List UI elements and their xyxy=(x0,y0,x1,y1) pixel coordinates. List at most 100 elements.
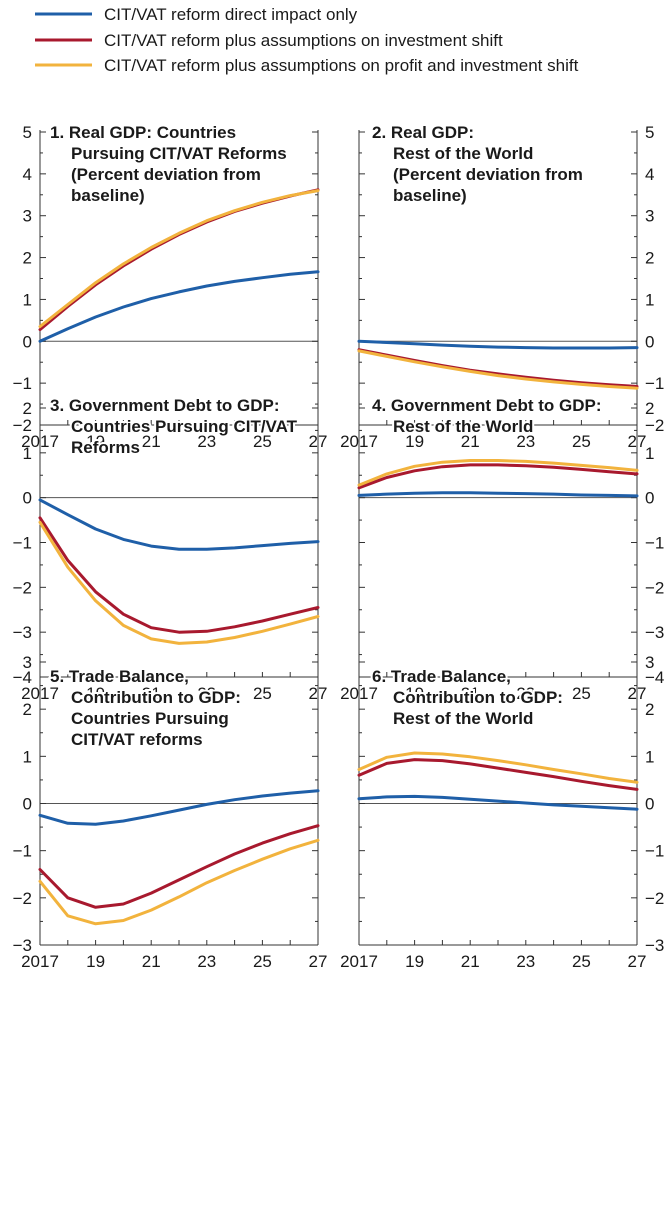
y-tick-label: 3 xyxy=(23,207,32,226)
series-line-investment xyxy=(38,188,320,332)
y-tick-label: 2 xyxy=(645,249,654,268)
panel-title-line: baseline) xyxy=(393,186,467,205)
panel-title-line: 2. Real GDP: xyxy=(372,123,474,142)
y-tick-label: 0 xyxy=(645,489,654,508)
x-tick-label: 25 xyxy=(572,684,591,703)
x-tick-label: 21 xyxy=(142,952,161,971)
x-tick-label: 25 xyxy=(253,684,272,703)
y-tick-label: 1 xyxy=(23,444,32,463)
series-line-direct xyxy=(38,498,320,551)
y-tick-label: 2 xyxy=(23,249,32,268)
x-tick-label: 21 xyxy=(142,432,161,451)
legend: CIT/VAT reform direct impact only CIT/VA… xyxy=(35,5,579,75)
x-tick-label: 25 xyxy=(253,952,272,971)
y-tick-label: 2 xyxy=(645,700,654,719)
x-tick-label: 23 xyxy=(197,684,216,703)
legend-label-direct: CIT/VAT reform direct impact only xyxy=(104,5,358,24)
y-tick-label: 1 xyxy=(645,747,654,766)
panel-title-line: Rest of the World xyxy=(393,417,533,436)
y-tick-label: −4 xyxy=(13,668,32,687)
y-tick-label: −1 xyxy=(13,842,32,861)
series-line-direct xyxy=(357,491,639,498)
series-line-profit xyxy=(38,838,320,926)
x-tick-label: 27 xyxy=(628,952,647,971)
panel-title-line: (Percent deviation from xyxy=(393,165,583,184)
x-tick-label: 19 xyxy=(86,952,105,971)
x-tick-label: 23 xyxy=(197,432,216,451)
series-line-direct xyxy=(38,270,320,343)
x-tick-label: 25 xyxy=(572,952,591,971)
x-tick-label: 23 xyxy=(516,432,535,451)
x-tick-label: 23 xyxy=(516,684,535,703)
x-tick-label: 21 xyxy=(461,952,480,971)
series-line-direct xyxy=(38,789,320,826)
y-tick-label: 0 xyxy=(645,332,654,351)
series-line-investment xyxy=(357,463,639,490)
series-line-direct xyxy=(357,794,639,811)
y-tick-label: 3 xyxy=(23,653,32,672)
y-tick-label: −2 xyxy=(13,578,32,597)
panel-title-line: Countries Pursuing xyxy=(71,709,229,728)
series-line-profit xyxy=(357,751,639,784)
y-tick-label: 1 xyxy=(23,747,32,766)
series-line-profit xyxy=(357,459,639,487)
x-tick-label: 23 xyxy=(197,952,216,971)
series-line-investment xyxy=(357,348,639,388)
panel-title-line: 4. Government Debt to GDP: xyxy=(372,396,602,415)
y-tick-label: 0 xyxy=(23,489,32,508)
y-tick-label: −2 xyxy=(645,889,664,908)
y-tick-label: −2 xyxy=(13,416,32,435)
panel-title-line: Rest of the World xyxy=(393,709,533,728)
panel-title-line: Rest of the World xyxy=(393,144,533,163)
y-tick-label: 2 xyxy=(645,399,654,418)
series-line-investment xyxy=(38,824,320,909)
y-tick-label: −1 xyxy=(13,374,32,393)
x-tick-label: 19 xyxy=(86,432,105,451)
y-tick-label: −1 xyxy=(645,534,664,553)
x-tick-label: 2017 xyxy=(21,952,59,971)
y-tick-label: −3 xyxy=(13,623,32,642)
x-tick-label: 19 xyxy=(405,952,424,971)
x-tick-label: 25 xyxy=(253,432,272,451)
y-tick-label: −2 xyxy=(645,578,664,597)
panel-title-line: 5. Trade Balance, xyxy=(50,667,189,686)
panel-title-line: Pursuing CIT/VAT Reforms xyxy=(71,144,287,163)
y-tick-label: −3 xyxy=(13,936,32,955)
panel-title-line: Contribution to GDP: xyxy=(393,688,563,707)
y-tick-label: −2 xyxy=(13,889,32,908)
x-tick-label: 21 xyxy=(142,684,161,703)
y-tick-label: 3 xyxy=(645,653,654,672)
series-line-profit xyxy=(357,349,639,390)
panel-title-line: Countries Pursuing CIT/VAT xyxy=(71,417,298,436)
panel-title-line: Reforms xyxy=(71,438,140,457)
series-line-profit xyxy=(38,520,320,645)
y-tick-label: −3 xyxy=(645,936,664,955)
panel-title-line: (Percent deviation from xyxy=(71,165,261,184)
panel-title-line: CIT/VAT reforms xyxy=(71,730,203,749)
panel-title-line: 3. Government Debt to GDP: xyxy=(50,396,280,415)
y-tick-label: −4 xyxy=(645,668,664,687)
x-tick-label: 19 xyxy=(86,684,105,703)
y-tick-label: 2 xyxy=(23,700,32,719)
y-tick-label: 1 xyxy=(645,290,654,309)
panel-title-line: Contribution to GDP: xyxy=(71,688,241,707)
y-tick-label: −1 xyxy=(645,842,664,861)
panel-title-line: baseline) xyxy=(71,186,145,205)
y-tick-label: 0 xyxy=(645,795,654,814)
y-tick-label: 1 xyxy=(23,290,32,309)
series-line-investment xyxy=(38,516,320,634)
y-tick-label: 4 xyxy=(23,165,32,184)
x-tick-label: 19 xyxy=(405,432,424,451)
x-tick-label: 21 xyxy=(461,684,480,703)
y-tick-label: 5 xyxy=(645,123,654,142)
x-tick-label: 2017 xyxy=(340,952,378,971)
y-tick-label: −2 xyxy=(645,416,664,435)
legend-label-profit: CIT/VAT reform plus assumptions on profi… xyxy=(104,56,579,75)
panel-title-line: 6. Trade Balance, xyxy=(372,667,511,686)
series-line-investment xyxy=(357,758,639,791)
x-tick-label: 23 xyxy=(516,952,535,971)
